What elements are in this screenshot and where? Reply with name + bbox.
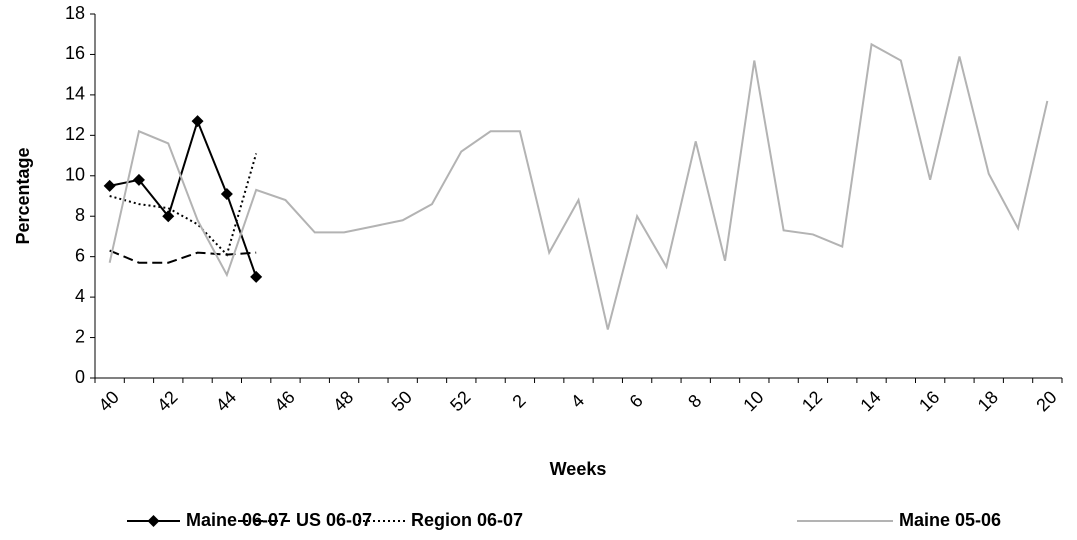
- x-tick-label: 18: [974, 387, 1002, 415]
- data-point: [162, 210, 175, 223]
- y-tick-label: 12: [65, 124, 85, 144]
- y-tick-label: 0: [75, 367, 85, 387]
- y-axis-title: Percentage: [13, 147, 33, 244]
- series-line: [109, 249, 257, 264]
- x-tick-label: 46: [270, 387, 298, 415]
- x-tick-label: 48: [329, 387, 357, 415]
- data-point: [132, 173, 145, 186]
- legend-label: Maine 06-07: [186, 510, 288, 530]
- x-tick-label: 40: [95, 387, 123, 415]
- x-tick-label: 16: [915, 387, 943, 415]
- x-tick-label: 12: [798, 387, 826, 415]
- y-tick-label: 2: [75, 326, 85, 346]
- data-point: [191, 115, 204, 128]
- y-tick-label: 16: [65, 43, 85, 63]
- y-tick-label: 10: [65, 165, 85, 185]
- x-tick-label: 2: [508, 391, 529, 412]
- x-tick-label: 52: [446, 387, 474, 415]
- series-line: [109, 153, 258, 257]
- y-tick-label: 6: [75, 245, 85, 265]
- y-tick-label: 14: [65, 84, 85, 104]
- data-point: [250, 270, 263, 283]
- legend-label: Maine 05-06: [899, 510, 1001, 530]
- x-tick-label: 4: [567, 391, 588, 412]
- legend-marker: [147, 515, 160, 527]
- y-tick-label: 18: [65, 3, 85, 23]
- x-tick-label: 10: [739, 387, 767, 415]
- y-tick-label: 8: [75, 205, 85, 225]
- legend-label: US 06-07: [296, 510, 372, 530]
- x-tick-label: 14: [856, 387, 884, 415]
- x-tick-label: 6: [626, 391, 647, 412]
- x-tick-label: 8: [684, 391, 705, 412]
- y-tick-label: 4: [75, 286, 85, 306]
- data-point: [103, 179, 116, 192]
- data-point: [220, 187, 233, 200]
- x-tick-label: 44: [212, 387, 240, 415]
- x-axis-title: Weeks: [550, 459, 607, 479]
- series-line: [108, 42, 1049, 330]
- x-tick-label: 50: [388, 387, 416, 415]
- x-tick-label: 42: [153, 387, 181, 415]
- x-tick-label: 20: [1032, 387, 1060, 415]
- legend-label: Region 06-07: [411, 510, 523, 530]
